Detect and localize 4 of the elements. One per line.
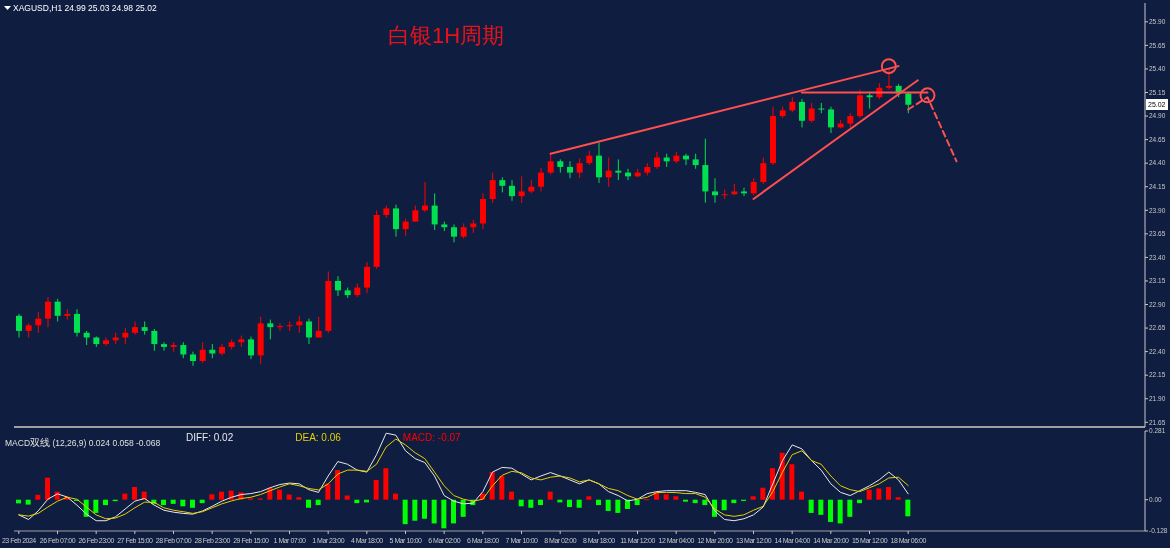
text: DEA: 0.06 [295,432,341,443]
text: MACD: -0.07 [402,432,461,443]
text: MACD双线 (12,26,9) 0.024 0.058 -0.068 [5,437,161,448]
text: DIFF: 0.02 [186,432,234,443]
